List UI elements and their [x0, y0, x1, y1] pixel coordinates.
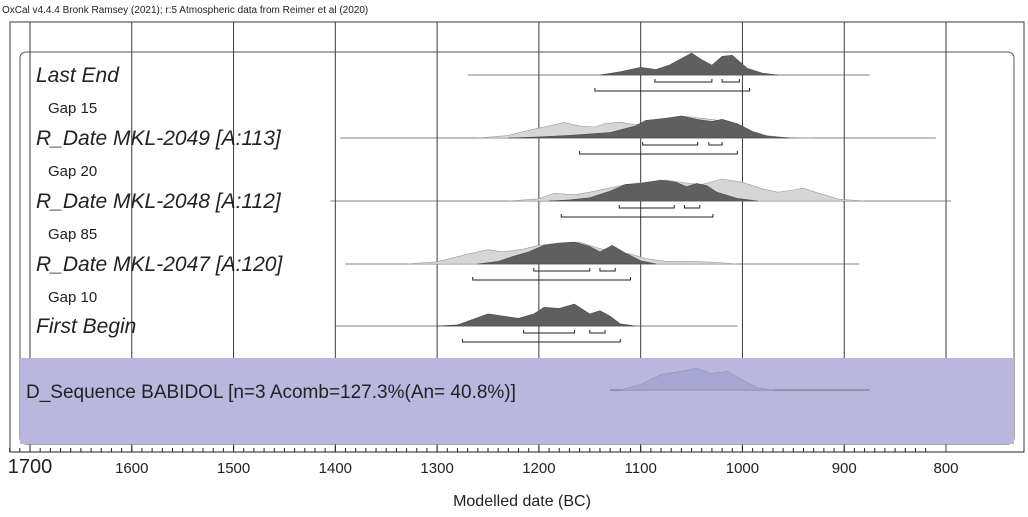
- sequence-box: [19, 51, 1015, 445]
- range-bracket-68: [683, 205, 701, 209]
- sequence-label: D_Sequence BABIDOL [n=3 Acomb=127.3%(An=…: [26, 382, 516, 403]
- x-axis-title: Modelled date (BC): [453, 493, 591, 510]
- chart-header: OxCal v4.4.4 Bronk Ramsey (2021); r:5 At…: [2, 5, 368, 16]
- posterior-distribution: [437, 303, 636, 327]
- row-6: R_Date MKL-2047 [A:120]: [36, 241, 860, 281]
- range-bracket-68: [589, 330, 606, 334]
- range-bracket-95: [472, 277, 631, 281]
- posterior-distribution: [508, 115, 789, 139]
- row-8: First Begin: [36, 303, 738, 343]
- x-axis: 1700 1600 1500 1400 1300 1200 1100 1000 900 800: [8, 446, 1024, 478]
- row-label: R_Date MKL-2047 [A:120]: [36, 253, 283, 276]
- range-bracket-68: [599, 268, 616, 272]
- tick-label-1700: 1700: [8, 456, 53, 478]
- range-bracket-68: [721, 79, 740, 83]
- range-bracket-95: [462, 339, 621, 343]
- tick-label-1300: 1300: [420, 460, 453, 477]
- distribution-rows: Last End Gap 15 R_Date MKL-2049 [A:113] Gap…: [26, 52, 952, 403]
- row-1: Gap 15: [48, 100, 97, 117]
- gap-label: Gap 20: [48, 163, 97, 180]
- sequence-band: [20, 358, 1014, 444]
- tick-label-1000: 1000: [726, 460, 759, 477]
- tick-label-1400: 1400: [319, 460, 352, 477]
- row-5: Gap 85: [48, 226, 97, 243]
- posterior-distribution: [599, 52, 779, 76]
- posterior-distribution: [549, 179, 758, 202]
- row-3: Gap 20: [48, 163, 97, 180]
- row-label: First Begin: [36, 315, 136, 338]
- range-bracket-68: [708, 142, 723, 146]
- range-bracket-95: [594, 88, 751, 92]
- posterior-distribution: [477, 241, 656, 265]
- row-4: R_Date MKL-2048 [A:112]: [36, 178, 952, 218]
- range-bracket-95: [560, 214, 714, 218]
- tick-label-1600: 1600: [115, 460, 148, 477]
- row-7: Gap 10: [48, 289, 97, 306]
- tick-label-900: 900: [832, 460, 857, 477]
- range-bracket-95: [579, 151, 738, 155]
- range-bracket-68: [523, 330, 576, 334]
- tick-label-1500: 1500: [217, 460, 250, 477]
- row-label: R_Date MKL-2048 [A:112]: [36, 190, 282, 213]
- range-bracket-68: [618, 205, 675, 209]
- row-label: R_Date MKL-2049 [A:113]: [36, 127, 282, 150]
- row-label: Last End: [36, 64, 120, 87]
- range-bracket-68: [642, 142, 699, 146]
- gap-label: Gap 85: [48, 226, 97, 243]
- range-bracket-68: [533, 268, 591, 272]
- row-0: Last End: [36, 52, 870, 92]
- range-bracket-68: [654, 79, 713, 83]
- sequence-distribution: [620, 367, 774, 391]
- tick-label-800: 800: [933, 460, 958, 477]
- sequence-row: D_Sequence BABIDOL [n=3 Acomb=127.3%(An=…: [26, 367, 870, 403]
- tick-label-1200: 1200: [522, 460, 555, 477]
- tick-label-1100: 1100: [625, 460, 657, 477]
- gap-label: Gap 15: [48, 100, 97, 117]
- row-2: R_Date MKL-2049 [A:113]: [36, 115, 936, 155]
- gap-label: Gap 10: [48, 289, 97, 306]
